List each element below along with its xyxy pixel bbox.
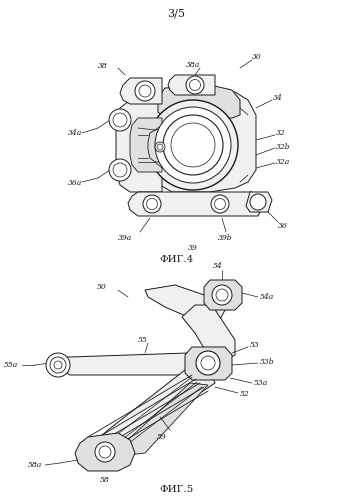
Text: 55а: 55а [4,361,18,369]
Circle shape [46,353,70,377]
Text: 39b: 39b [218,234,233,242]
Circle shape [250,194,266,210]
Text: 52: 52 [240,390,250,398]
Text: 32а: 32а [276,158,290,166]
Polygon shape [75,433,135,471]
Text: 58а: 58а [28,461,42,469]
Text: 32: 32 [276,129,286,137]
Polygon shape [158,85,240,118]
Circle shape [143,195,161,213]
Text: 53b: 53b [260,358,275,366]
Circle shape [211,195,229,213]
Text: 53а: 53а [254,379,268,387]
Polygon shape [120,383,208,455]
Polygon shape [155,88,256,192]
Polygon shape [204,280,242,310]
Circle shape [113,113,127,127]
Circle shape [113,163,127,177]
Text: 54а: 54а [260,293,274,301]
Text: 3/5: 3/5 [167,9,185,19]
Text: 39: 39 [188,244,198,252]
Circle shape [189,80,201,90]
Polygon shape [116,100,162,192]
Polygon shape [130,118,162,172]
Text: 55: 55 [138,336,148,344]
Polygon shape [100,370,215,447]
Circle shape [157,144,163,150]
Text: 53: 53 [250,341,260,349]
Text: 36: 36 [278,222,288,230]
Circle shape [135,81,155,101]
Text: 36а: 36а [68,179,82,187]
Text: 59: 59 [157,433,167,441]
Text: 58: 58 [100,476,110,484]
Circle shape [54,361,62,369]
Circle shape [109,109,131,131]
Circle shape [171,123,215,167]
Text: 38: 38 [98,62,108,70]
Text: 50: 50 [97,283,107,291]
Circle shape [109,159,131,181]
Polygon shape [182,305,235,363]
Text: 38а: 38а [186,61,200,69]
Text: 30: 30 [252,53,262,61]
Polygon shape [148,128,175,162]
Text: 34: 34 [273,94,283,102]
Polygon shape [246,192,272,212]
Circle shape [146,198,157,209]
Text: 39а: 39а [118,234,132,242]
Circle shape [216,289,228,301]
Circle shape [212,285,232,305]
Polygon shape [185,347,232,380]
Text: 32b: 32b [276,143,291,151]
Polygon shape [128,192,262,216]
Circle shape [214,198,226,209]
Polygon shape [60,353,192,375]
Circle shape [148,100,238,190]
Circle shape [163,115,223,175]
Polygon shape [168,75,215,95]
Circle shape [201,356,215,370]
Circle shape [155,142,165,152]
Polygon shape [145,285,225,327]
Circle shape [186,76,204,94]
Circle shape [139,85,151,97]
Circle shape [196,351,220,375]
Text: ФИГ.5: ФИГ.5 [159,486,193,494]
Circle shape [95,442,115,462]
Text: ФИГ.4: ФИГ.4 [159,256,193,264]
Text: 34а: 34а [68,129,82,137]
Circle shape [155,107,231,183]
Polygon shape [120,78,162,104]
Text: 54: 54 [213,262,223,270]
Circle shape [50,357,66,373]
Circle shape [99,446,111,458]
